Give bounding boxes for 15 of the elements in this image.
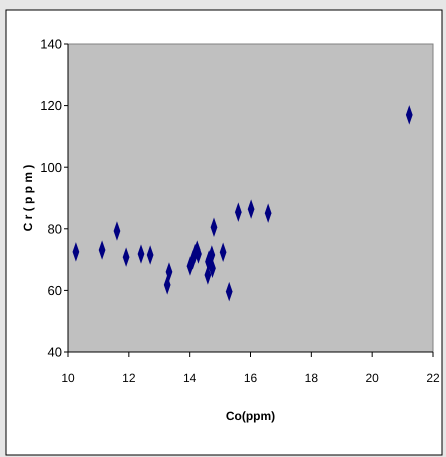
x-tick-label: 10 <box>61 371 75 385</box>
x-tick-label: 20 <box>365 371 380 385</box>
x-tick-label: 18 <box>304 371 318 385</box>
x-axis-title: Co(ppm) <box>226 409 276 423</box>
x-tick-label: 12 <box>122 371 136 385</box>
y-tick-label: 40 <box>48 344 62 360</box>
y-tick-label: 80 <box>48 221 62 236</box>
x-tick-label: 16 <box>244 371 258 385</box>
y-axis-title: C r ( p p m ) <box>21 164 35 232</box>
x-tick-label: 14 <box>182 371 197 385</box>
y-tick-label: 140 <box>40 36 62 52</box>
y-tick-label: 100 <box>40 160 62 175</box>
x-tick-label: 22 <box>426 371 440 385</box>
y-tick-label: 120 <box>40 98 62 114</box>
y-tick-label: 60 <box>48 282 62 298</box>
